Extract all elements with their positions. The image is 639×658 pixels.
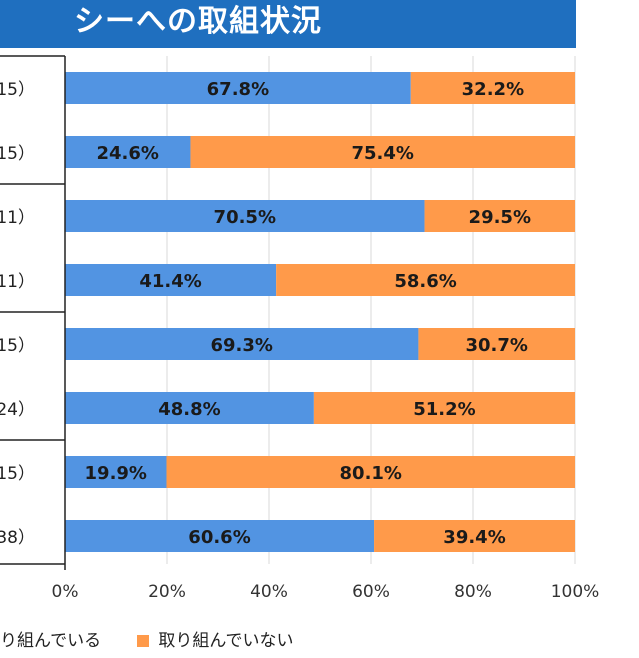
x-tick-label: 80% (454, 582, 492, 602)
x-tick-label: 0% (52, 582, 79, 602)
bar-segment-series-2 (410, 72, 575, 104)
category-label: 011） (0, 272, 35, 292)
data-label: 41.4% (139, 271, 201, 292)
category-label: 015） (0, 144, 35, 164)
category-label: 011） (0, 208, 35, 228)
data-label: 51.2% (413, 399, 475, 420)
data-label: 30.7% (465, 335, 527, 356)
x-tick-label: 40% (250, 582, 288, 602)
bar-segment-series-1 (65, 264, 277, 296)
x-tick-label: 60% (352, 582, 390, 602)
chart-title: シーへの取組状況 (74, 4, 322, 39)
bar-segment-series-1 (65, 328, 419, 360)
category-label: 015） (0, 464, 35, 484)
bar-segment-series-2 (418, 328, 575, 360)
legend-label-series-1: り組んでいる (0, 631, 102, 651)
axes: 0% 20% 40% 60% 80% 100% (0, 55, 600, 602)
data-label: 67.8% (207, 79, 269, 100)
data-label: 29.5% (469, 207, 531, 228)
bars (65, 72, 576, 552)
data-label: 70.5% (214, 207, 276, 228)
bar-segment-series-2 (424, 200, 575, 232)
x-tick-label: 20% (148, 582, 186, 602)
bar-segment-series-2 (166, 456, 576, 488)
data-label: 60.6% (188, 527, 250, 548)
stacked-bar-chart: 0% 20% 40% 60% 80% 100% 67.8% 32.2% 015） 24.6% 75… (0, 55, 600, 602)
category-label: 015） (0, 80, 35, 100)
bar-segment-series-1 (65, 72, 411, 104)
data-label: 32.2% (462, 79, 524, 100)
bar-segment-series-1 (65, 392, 314, 424)
title-bar: シーへの取組状況 (0, 0, 576, 48)
category-label: -24） (0, 400, 35, 420)
bar-segment-series-2 (190, 136, 575, 168)
bar-segment-series-2 (313, 392, 575, 424)
bar-segment-series-1 (65, 456, 167, 488)
legend-swatch-series-2 (137, 635, 149, 647)
legend-item-series-2: 取り組んでいない (137, 626, 294, 651)
bar-segment-series-2 (276, 264, 575, 296)
data-label: 39.4% (443, 527, 505, 548)
data-label: 19.9% (85, 463, 147, 484)
category-label: 38） (0, 528, 35, 548)
labels: 67.8% 32.2% 015） 24.6% 75.4% 015） 70.5% 29.5% 01… (0, 79, 531, 548)
data-label: 24.6% (97, 143, 159, 164)
bar-segment-series-1 (65, 200, 425, 232)
data-label: 48.8% (158, 399, 220, 420)
data-label: 80.1% (340, 463, 402, 484)
data-label: 75.4% (352, 143, 414, 164)
category-label: 015） (0, 336, 35, 356)
legend-label-series-2: 取り組んでいない (158, 631, 294, 651)
data-label: 58.6% (394, 271, 456, 292)
legend-item-series-1: り組んでいる (0, 626, 101, 651)
bar-segment-series-1 (65, 136, 191, 168)
bar-segment-series-1 (65, 520, 375, 552)
data-label: 69.3% (210, 335, 272, 356)
x-tick-label: 100% (551, 582, 600, 602)
bar-segment-series-2 (374, 520, 575, 552)
